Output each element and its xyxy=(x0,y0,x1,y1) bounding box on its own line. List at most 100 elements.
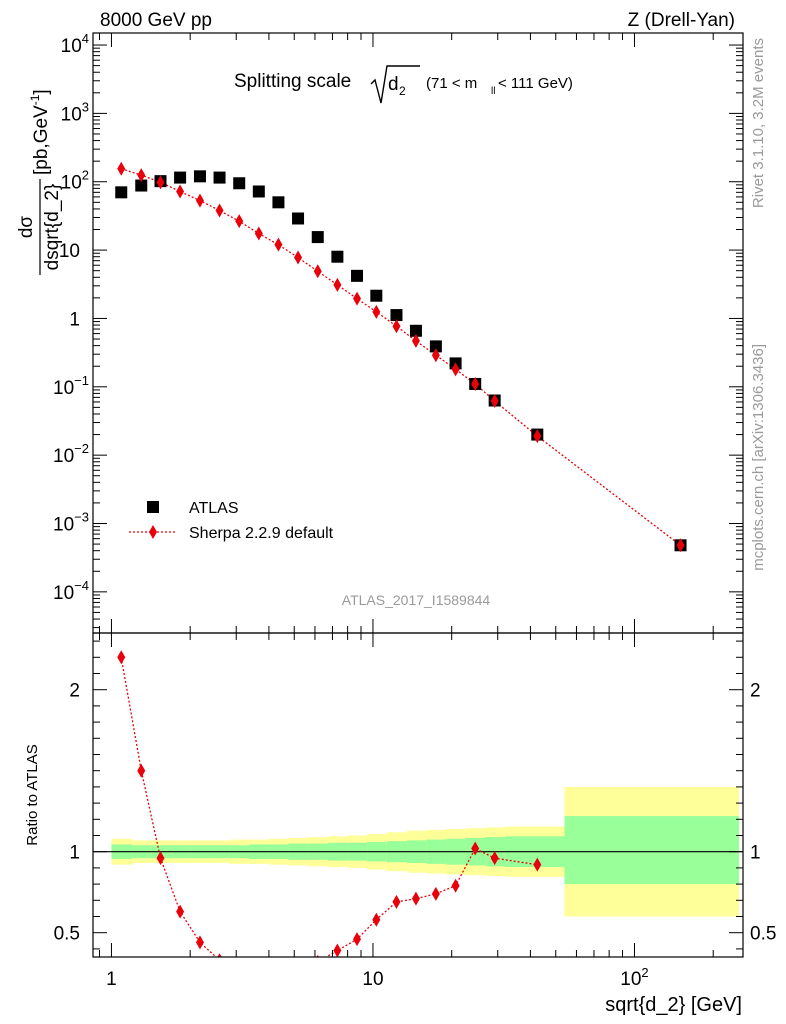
atlas-point xyxy=(272,196,285,209)
ratio-point xyxy=(274,968,282,982)
header-right: Z (Drell-Yan) xyxy=(628,10,735,31)
y-tick-label: 10−3 xyxy=(53,509,89,535)
ratio-point xyxy=(471,841,480,856)
x-tick-label: 10 xyxy=(362,969,383,990)
y-tick-label: 10 xyxy=(59,241,80,262)
y-tick-exponent: 4 xyxy=(82,31,89,46)
ratio-y-tick-label-right: 0.5 xyxy=(750,924,776,945)
x-tick-label: 1 xyxy=(106,969,117,990)
main-ylabel: dσ dsqrt{d_2} [pb,GeV-1] xyxy=(16,89,63,275)
atlas-point xyxy=(311,231,324,244)
ratio-point xyxy=(372,912,381,927)
ratio-ylabel: Ratio to ATLAS xyxy=(24,744,41,845)
ratio-point xyxy=(294,963,302,977)
x-tick-mantissa: 10 xyxy=(362,969,383,990)
ratio-point xyxy=(490,851,499,866)
ratio-point xyxy=(451,878,460,893)
header-left: 8000 GeV pp xyxy=(100,10,212,31)
sherpa-point xyxy=(471,376,480,391)
sherpa-point xyxy=(176,184,185,199)
y-tick-mantissa: 1 xyxy=(69,309,80,330)
plot-title-range: (71 < m xyxy=(426,75,477,92)
sherpa-point xyxy=(156,175,165,190)
analysis-watermark: ATLAS_2017_I1589844 xyxy=(342,592,491,608)
atlas-point xyxy=(429,340,442,353)
x-tick-label: 102 xyxy=(620,965,648,990)
ylabel-units-exp: -1 xyxy=(28,94,42,105)
atlas-point xyxy=(409,324,422,337)
sherpa-point xyxy=(195,193,204,208)
y-tick-label: 10−1 xyxy=(53,373,89,399)
y-tick-label: 103 xyxy=(61,99,89,125)
plot-title-range-sub: ll xyxy=(491,86,495,97)
atlas-point xyxy=(213,171,226,184)
ylabel-units-main: [pb,GeV xyxy=(31,105,52,175)
y-tick-mantissa: 10 xyxy=(59,241,80,262)
sherpa-point xyxy=(533,429,542,444)
ratio-point xyxy=(431,886,440,901)
atlas-point xyxy=(292,212,305,225)
atlas-point xyxy=(252,185,265,198)
x-tick-mantissa: 1 xyxy=(106,969,117,990)
ylabel-denominator: dsqrt{d_2} xyxy=(42,184,63,271)
legend: ATLAS Sherpa 2.2.9 default xyxy=(129,500,334,542)
sherpa-line xyxy=(121,168,681,546)
ratio-point xyxy=(255,968,263,982)
ylabel-numerator: dσ xyxy=(16,216,37,239)
x-tick-exponent: 2 xyxy=(641,965,648,980)
y-tick-exponent: 2 xyxy=(82,168,89,183)
mcplots-reference: mcplots.cern.ch [arXiv:1306.3436] xyxy=(750,344,767,571)
ratio-point xyxy=(176,904,185,919)
ratio-point xyxy=(217,953,222,957)
y-tick-mantissa: 10 xyxy=(53,583,74,604)
ratio-y-ticks: 0.5 0.5 1 1 2 2 xyxy=(54,640,776,950)
y-tick-exponent: −4 xyxy=(74,578,89,593)
ylabel-units-end: ] xyxy=(31,89,52,94)
y-tick-mantissa: 10 xyxy=(53,446,74,467)
sherpa-point xyxy=(117,161,126,176)
y-tick-mantissa: 10 xyxy=(61,104,82,125)
plot-title: Splitting scale d 2 (71 < m ll < 111 GeV… xyxy=(234,65,573,104)
x-tick-mantissa: 10 xyxy=(620,969,641,990)
x-ticks: 1 10 102 xyxy=(98,33,714,990)
y-tick-exponent: −3 xyxy=(74,509,89,524)
ratio-point xyxy=(353,932,362,947)
legend-atlas-label: ATLAS xyxy=(189,500,239,517)
atlas-point xyxy=(174,171,187,184)
y-tick-label: 10−2 xyxy=(53,441,89,467)
ratio-y-tick-label: 2 xyxy=(69,681,80,702)
ylabel-units: [pb,GeV-1] xyxy=(28,89,52,175)
sherpa-point xyxy=(676,538,685,553)
ratio-point xyxy=(411,891,420,906)
sherpa-point xyxy=(431,348,440,363)
y-tick-exponent: −1 xyxy=(74,373,89,388)
plot-title-d-sub: 2 xyxy=(399,84,406,98)
sherpa-point xyxy=(372,304,381,319)
y-tick-label: 10−4 xyxy=(53,578,89,604)
legend-sherpa-marker xyxy=(149,525,157,539)
sherpa-point xyxy=(235,214,244,229)
y-tick-exponent: −2 xyxy=(74,441,89,456)
ratio-y-tick-label: 0.5 xyxy=(54,924,80,945)
atlas-point xyxy=(390,309,403,322)
sherpa-point xyxy=(353,291,362,306)
atlas-point xyxy=(331,250,344,263)
atlas-point xyxy=(115,186,128,199)
atlas-point xyxy=(233,177,246,190)
band-inner xyxy=(564,816,740,885)
y-tick-mantissa: 10 xyxy=(53,378,74,399)
sherpa-point xyxy=(392,319,401,334)
ratio-y-tick-label: 1 xyxy=(69,843,80,864)
ratio-point xyxy=(533,857,542,872)
plot-title-main: Splitting scale xyxy=(234,71,351,92)
sherpa-point xyxy=(274,237,283,252)
ratio-frame xyxy=(92,632,744,958)
ratio-y-tick-label-right: 1 xyxy=(750,843,761,864)
ratio-y-tick-label-right: 2 xyxy=(750,681,761,702)
sherpa-point xyxy=(313,264,322,279)
sherpa-point xyxy=(137,168,146,183)
